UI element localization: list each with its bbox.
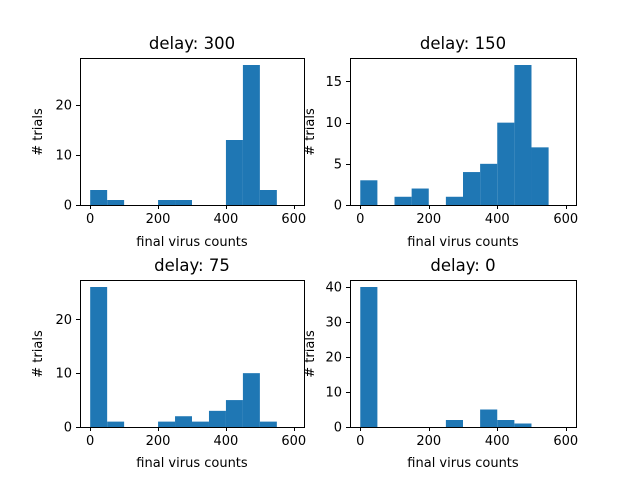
- ticks-group: 0 200 400 600 0 10 20: [55, 313, 306, 449]
- histogram-bar: [259, 190, 277, 205]
- histogram-bar: [90, 190, 108, 205]
- panel-title: delay: 150: [420, 34, 506, 53]
- histogram-bar: [242, 65, 260, 205]
- histogram-bar: [208, 410, 226, 427]
- panel-title: delay: 75: [154, 256, 230, 275]
- histogram-bar: [445, 420, 463, 427]
- x-tick-label: 200: [146, 212, 171, 227]
- axes-frame: [350, 58, 577, 206]
- x-tick-label: 200: [416, 212, 441, 227]
- histogram-bar: [394, 196, 412, 205]
- x-tick-label: 600: [281, 434, 306, 449]
- histogram-bar: [225, 400, 243, 427]
- y-tick-label: 0: [64, 199, 72, 214]
- x-tick-label: 400: [485, 434, 510, 449]
- x-tick-label: 0: [86, 212, 94, 227]
- x-axis-label: final virus counts: [136, 235, 248, 250]
- panel-title: delay: 0: [430, 256, 495, 275]
- histogram-bar: [107, 421, 125, 427]
- histogram-bar: [107, 200, 125, 205]
- y-axis-label: # trials: [31, 330, 46, 378]
- panel-title: delay: 300: [149, 34, 235, 53]
- y-tick-label: 0: [334, 421, 342, 436]
- x-tick-label: 0: [356, 212, 364, 227]
- histogram-bar: [175, 416, 192, 427]
- bars-group: [360, 65, 549, 205]
- histogram-bar: [531, 147, 549, 205]
- histogram-bar: [259, 421, 277, 427]
- y-tick-label: 30: [325, 316, 342, 331]
- y-tick-label: 20: [325, 351, 342, 366]
- histogram-bar: [360, 180, 378, 205]
- panel-delay-150: 0 200 400 600 0 5 10 15 delay: 150 final virus …: [303, 34, 578, 250]
- histogram-bar: [225, 140, 243, 205]
- panel-delay-0: 0 200 400 600 0 10 20 30 40 delay: 0 final virus…: [303, 256, 578, 471]
- y-axis-label: # trials: [303, 330, 318, 378]
- x-axis-label: final virus counts: [407, 235, 519, 250]
- x-tick-label: 400: [214, 434, 239, 449]
- x-tick-label: 600: [281, 212, 306, 227]
- x-tick-label: 400: [214, 212, 239, 227]
- histogram-bar: [175, 200, 192, 205]
- y-axis-label: # trials: [31, 108, 46, 156]
- histogram-bar: [411, 188, 429, 205]
- histogram-bar: [497, 122, 515, 205]
- y-axis-label: # trials: [303, 108, 318, 156]
- histogram-bar: [192, 421, 209, 427]
- x-tick-label: 0: [86, 434, 94, 449]
- y-tick-label: 10: [325, 116, 342, 131]
- histogram-bar: [158, 421, 176, 427]
- x-tick-label: 400: [485, 212, 510, 227]
- y-tick-label: 0: [64, 421, 72, 436]
- bars-group: [90, 287, 277, 427]
- histogram-bar: [514, 423, 532, 427]
- histogram-bar: [514, 65, 532, 205]
- x-tick-label: 600: [553, 434, 578, 449]
- axes-frame: [350, 280, 577, 428]
- histogram-bar: [445, 196, 463, 205]
- x-axis-label: final virus counts: [136, 456, 248, 471]
- axes-frame: [80, 280, 305, 428]
- y-tick-label: 20: [55, 313, 72, 328]
- histogram-bar: [497, 420, 515, 427]
- panel-delay-300: 0 200 400 600 0 10 20 delay: 300 final virus c…: [31, 34, 306, 250]
- histogram-bar: [90, 287, 108, 427]
- bars-group: [360, 287, 532, 427]
- y-tick-label: 15: [325, 75, 342, 90]
- histogram-bar: [463, 172, 481, 205]
- histogram-bar: [480, 409, 498, 427]
- y-tick-label: 0: [334, 199, 342, 214]
- y-tick-label: 10: [55, 367, 72, 382]
- bars-group: [90, 65, 277, 205]
- y-tick-label: 5: [334, 157, 342, 172]
- ticks-group: 0 200 400 600 0 5 10 15: [325, 75, 578, 227]
- x-tick-label: 600: [553, 212, 578, 227]
- axes-frame: [80, 58, 305, 206]
- histogram-bar: [480, 163, 498, 205]
- histogram-bar: [242, 373, 260, 427]
- x-axis-label: final virus counts: [407, 456, 519, 471]
- y-tick-label: 20: [55, 99, 72, 114]
- x-tick-label: 200: [416, 434, 441, 449]
- y-tick-label: 10: [55, 149, 72, 164]
- panel-delay-75: 0 200 400 600 0 10 20 delay: 75 final virus co…: [31, 256, 306, 471]
- y-tick-label: 10: [325, 386, 342, 401]
- histogram-bar: [158, 200, 176, 205]
- y-tick-label: 40: [325, 281, 342, 296]
- histogram-bar: [360, 287, 378, 427]
- ticks-group: 0 200 400 600 0 10 20 30 40: [325, 281, 578, 450]
- x-tick-label: 200: [146, 434, 171, 449]
- x-tick-label: 0: [356, 434, 364, 449]
- ticks-group: 0 200 400 600 0 10 20: [55, 99, 306, 228]
